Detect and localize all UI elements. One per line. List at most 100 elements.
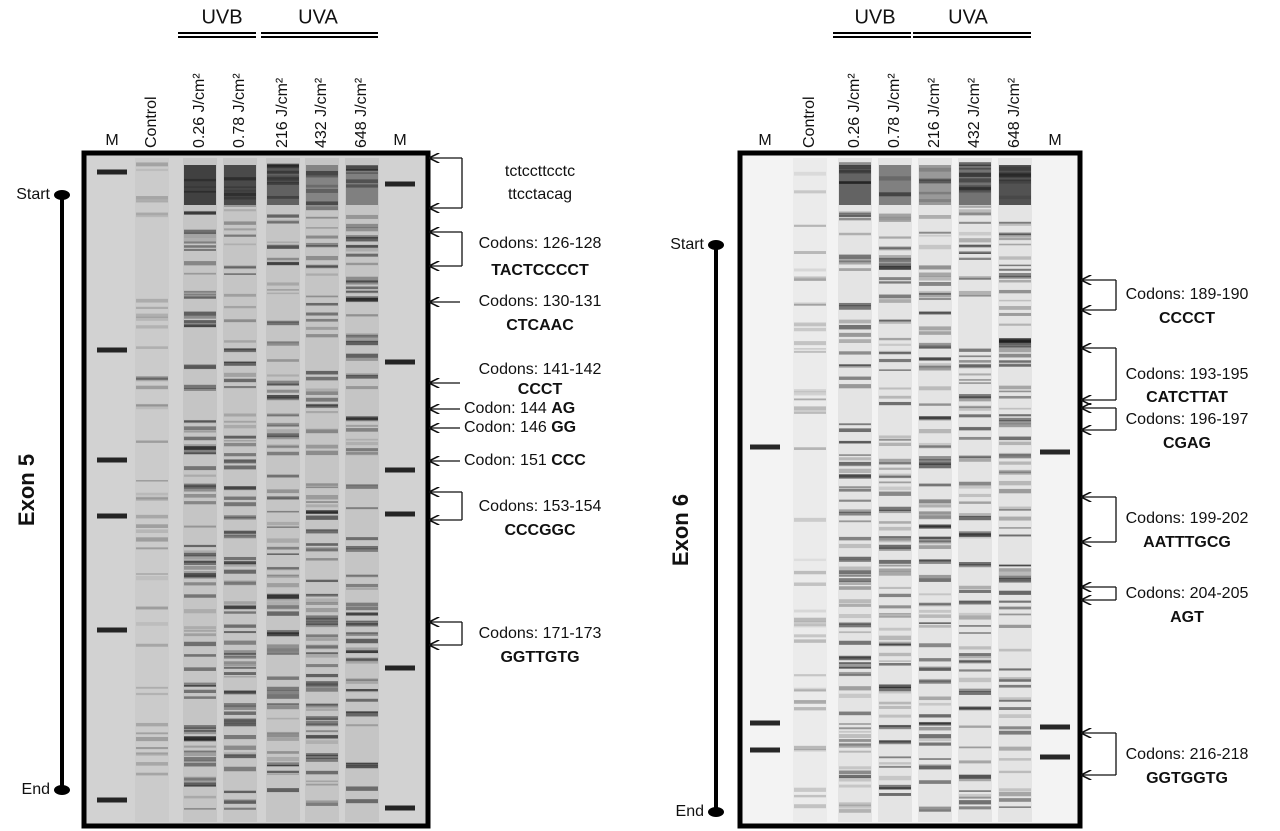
band [999,323,1031,326]
band [306,428,338,434]
band [306,265,338,268]
gel-panel: M Control 0.26 J/cm² 0.78 J/cm² 216 J/cm² 432… [668,6,1248,829]
band [184,261,216,266]
annotation-text: Codon: 144 [464,400,547,417]
band [184,555,216,560]
band [794,634,826,638]
end-label: End [676,803,704,820]
band [267,389,299,393]
band [999,600,1031,603]
band [267,788,299,793]
band [839,486,871,489]
band [184,323,216,328]
band [959,436,991,440]
band [839,631,871,634]
band [919,536,951,539]
band [999,534,1031,537]
band [184,311,216,316]
band [794,406,826,411]
band [959,455,991,458]
band [267,756,299,762]
band [306,783,338,786]
band [224,661,256,664]
band [999,234,1031,238]
marker-band [385,511,415,517]
band [839,804,871,809]
band [306,170,338,176]
band [346,679,378,684]
band [919,593,951,596]
band [184,293,216,298]
band [999,338,1031,343]
band [999,222,1031,226]
band [224,580,256,584]
band [959,290,991,295]
band [794,390,826,395]
band [999,340,1031,345]
band [136,316,168,321]
band [839,556,871,560]
band [306,687,338,692]
band [839,211,871,214]
band [224,801,256,805]
band [999,527,1031,529]
band [959,163,991,166]
marker-band [1040,449,1070,455]
band [879,319,911,322]
lane-label: Control [801,96,818,148]
band [879,793,911,796]
band [959,382,991,385]
band [999,668,1031,671]
band [224,439,256,442]
band [839,586,871,590]
band [879,220,911,222]
band [839,566,871,571]
band [346,438,378,441]
band [306,510,338,514]
band [267,652,299,655]
band [267,394,299,398]
annotation-seq: CTCAAC [506,317,574,334]
band [999,237,1031,241]
band [794,278,826,281]
band [306,391,338,395]
band [136,162,168,167]
band [267,413,299,416]
band [267,380,299,386]
band [794,224,826,227]
band [794,517,826,522]
band [306,184,338,188]
band [184,487,216,492]
band [267,429,299,434]
band [959,485,991,489]
band [136,573,168,575]
band [959,774,991,779]
band [839,604,871,607]
band [184,237,216,242]
band [959,778,991,782]
group-label: UVB [201,6,242,28]
band [879,216,911,221]
band [959,615,991,620]
band [346,583,378,588]
band [959,231,991,236]
band [224,708,256,710]
band [879,762,911,765]
band [267,604,299,609]
band [959,534,991,537]
band [267,444,299,447]
band [879,258,911,263]
band [136,736,168,742]
band [306,295,338,298]
band [267,583,299,588]
band [839,511,871,516]
band [839,640,871,645]
band [794,558,826,562]
band [267,593,299,596]
band [136,200,168,203]
annotation-seq: ttcctacag [508,186,572,203]
band [879,643,911,646]
band [879,294,911,299]
band [346,764,378,769]
band [136,762,168,766]
